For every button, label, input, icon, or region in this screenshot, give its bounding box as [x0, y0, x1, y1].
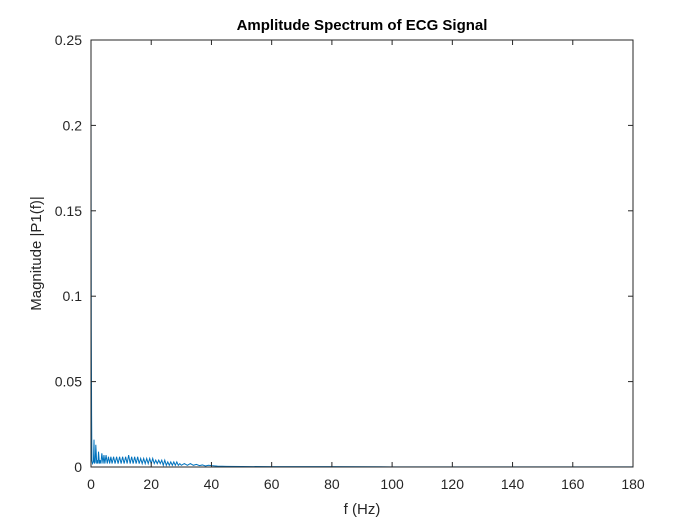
- y-tick-label: 0.15: [55, 203, 82, 219]
- y-tick-label: 0.2: [63, 117, 83, 133]
- plot-area: [91, 40, 633, 467]
- spectrum-line: [90, 87, 633, 468]
- x-tick-label: 40: [204, 476, 220, 492]
- chart-title: Amplitude Spectrum of ECG Signal: [237, 17, 488, 34]
- x-tick-label: 20: [143, 476, 159, 492]
- x-tick-label: 140: [501, 476, 525, 492]
- x-tick-label: 60: [264, 476, 280, 492]
- x-tick-label: 100: [380, 476, 404, 492]
- y-tick-label: 0.05: [55, 374, 82, 390]
- x-tick-label: 160: [561, 476, 585, 492]
- y-tick-label: 0: [74, 459, 82, 475]
- y-tick-label: 0.25: [55, 32, 82, 48]
- x-tick-label: 180: [621, 476, 645, 492]
- x-tick-label: 80: [324, 476, 340, 492]
- y-axis-label: Magnitude |P1(f)|: [28, 196, 45, 311]
- x-tick-label: 120: [441, 476, 465, 492]
- y-tick-label: 0.1: [63, 288, 83, 304]
- series-layer: [90, 87, 633, 468]
- x-tick-label: 0: [87, 476, 95, 492]
- x-axis-label: f (Hz): [344, 501, 381, 518]
- ticks-layer: 0 20 40 60 80 100 120 140 160 180 0 0.05 0.1 0.15 0.2 0…: [55, 32, 645, 492]
- plot-box: [90, 39, 634, 468]
